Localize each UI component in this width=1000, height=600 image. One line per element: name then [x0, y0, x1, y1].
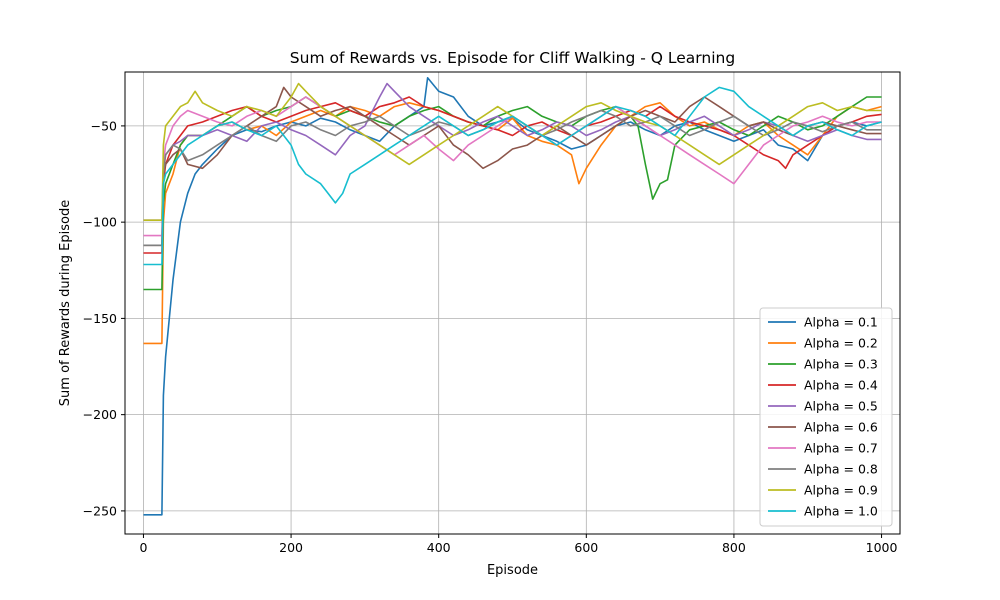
legend-label: Alpha = 0.5: [804, 399, 878, 414]
x-axis-label: Episode: [487, 563, 538, 578]
chart-title: Sum of Rewards vs. Episode for Cliff Wal…: [290, 49, 735, 67]
y-tick-label: −100: [83, 215, 117, 230]
legend-label: Alpha = 0.8: [804, 462, 878, 477]
axis-ticks: 0 200 400 600 800 1000 −250 −200 −150 −100 −50: [83, 118, 898, 555]
legend-label: Alpha = 0.7: [804, 441, 878, 456]
legend-label: Alpha = 0.4: [804, 378, 878, 393]
legend-label: Alpha = 0.9: [804, 483, 878, 498]
x-tick-label: 0: [139, 540, 147, 555]
x-tick-label: 200: [279, 540, 303, 555]
legend-label: Alpha = 0.6: [804, 420, 878, 435]
y-tick-label: −150: [83, 311, 117, 326]
y-tick-label: −250: [83, 503, 117, 518]
legend-box: [759, 307, 893, 527]
series-line-4: [143, 96, 882, 254]
series-layer: [143, 77, 882, 516]
x-tick-label: 1000: [866, 540, 898, 555]
legend-label: Alpha = 0.3: [804, 357, 878, 372]
x-tick-label: 600: [574, 540, 598, 555]
series-line-7: [143, 96, 882, 237]
y-tick-label: −50: [91, 118, 117, 133]
legend-label: Alpha = 0.2: [804, 336, 878, 351]
plot-frame: [124, 71, 901, 535]
series-line-10: [143, 86, 882, 266]
y-axis-label: Sum of Rewards during Episode: [58, 200, 73, 406]
x-tick-label: 800: [722, 540, 746, 555]
y-tick-label: −200: [83, 407, 117, 422]
x-tick-label: 400: [427, 540, 451, 555]
legend-label: Alpha = 1.0: [804, 504, 878, 519]
legend-label: Alpha = 0.1: [804, 315, 878, 330]
legend: Alpha = 0.1 Alpha = 0.2 Alpha = 0.3 Alpha =…: [759, 307, 893, 527]
series-line-9: [143, 82, 882, 221]
